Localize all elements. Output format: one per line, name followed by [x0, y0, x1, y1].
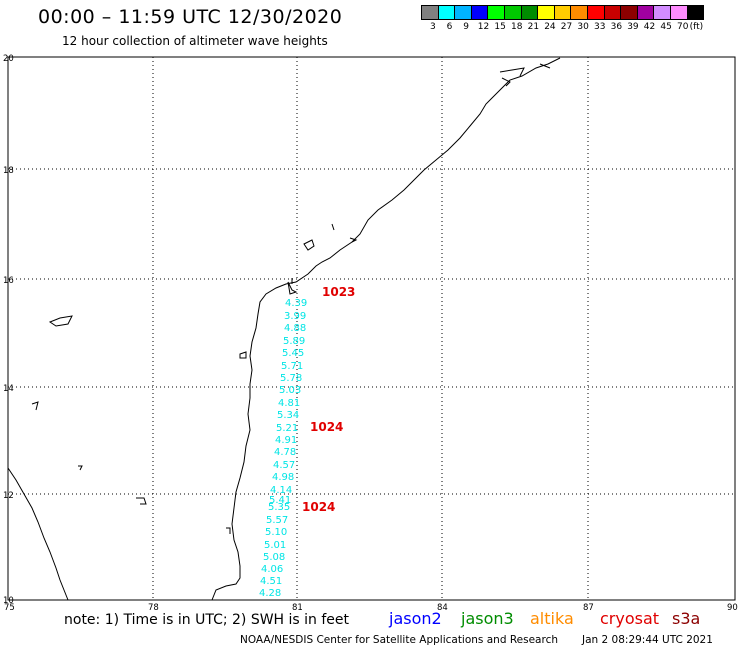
lat-label-10: 10 — [3, 596, 14, 606]
credit-line: NOAA/NESDIS Center for Satellite Applica… — [240, 634, 558, 646]
swh-value: 4.28 — [259, 588, 281, 599]
swh-value: 5.35 — [268, 502, 290, 513]
coastline-west-india — [7, 467, 69, 601]
lat-label-14: 14 — [3, 384, 14, 394]
coastline-east-india — [211, 57, 561, 601]
swh-value: 4.91 — [275, 435, 297, 446]
colorbar-label: 39 — [627, 22, 639, 32]
colorbar-label: 6 — [446, 22, 453, 32]
pulicat-point — [287, 278, 298, 295]
colorbar-label: 33 — [594, 22, 606, 32]
swh-track: 4.39 3.99 4.88 5.89 5.45 5.71 5.78 5.03 … — [259, 298, 307, 599]
swh-value: 4.57 — [273, 460, 295, 471]
colorbar-label: 70 — [677, 22, 689, 32]
swh-value: 5.01 — [264, 540, 286, 551]
swh-value: 4.51 — [260, 576, 282, 587]
colorbar-label: 3 — [430, 22, 436, 32]
colorbar-unit: (ft) — [689, 22, 704, 32]
pressure-label-1024-a: 1024 — [310, 420, 343, 434]
colorbar-label: 15 — [494, 22, 506, 32]
swh-value: 4.98 — [272, 472, 294, 483]
lon-label-87: 87 — [583, 603, 594, 613]
lon-label-81: 81 — [292, 603, 303, 613]
swh-value: 5.89 — [283, 336, 305, 347]
swh-value: 3.99 — [284, 311, 306, 322]
swh-value: 4.78 — [274, 447, 296, 458]
legend-altika: altika — [530, 609, 574, 628]
lat-label-16: 16 — [3, 276, 14, 286]
swh-value: 5.34 — [277, 410, 299, 421]
pressure-label-1024-b: 1024 — [302, 500, 335, 514]
lake-west-3 — [78, 465, 83, 471]
swh-value: 5.21 — [276, 423, 298, 434]
footer-note: note: 1) Time is in UTC; 2) SWH is in fe… — [64, 612, 350, 628]
swh-value: 5.57 — [266, 515, 288, 526]
credit-timestamp: Jan 2 08:29:44 UTC 2021 — [582, 634, 713, 646]
legend-s3a: s3a — [672, 609, 701, 628]
colorbar-label: 42 — [643, 22, 656, 32]
colorbar-swatch — [686, 5, 705, 20]
swh-value: 5.41 — [269, 495, 291, 506]
colorbar-label: 36 — [610, 22, 623, 32]
swh-value: 5.71 — [281, 361, 303, 372]
colorbar-label: 18 — [511, 22, 523, 32]
swh-value: 4.39 — [285, 298, 307, 309]
colorbar-label: 24 — [544, 22, 556, 32]
swh-value: 5.10 — [265, 527, 287, 538]
pressure-label-1023: 1023 — [322, 285, 355, 299]
swh-value: 5.45 — [282, 348, 304, 359]
legend-cryosat: cryosat — [600, 609, 660, 628]
swh-value: 5.78 — [280, 373, 302, 384]
swh-value: 4.14 — [270, 485, 292, 496]
island-small-2 — [226, 527, 231, 534]
lat-label-12: 12 — [3, 491, 14, 501]
coastline-delta-east — [499, 63, 551, 87]
swh-value: 5.08 — [263, 552, 285, 563]
colorbar-label: 9 — [463, 22, 469, 32]
island-small-1 — [239, 351, 247, 359]
colorbar-label: 27 — [560, 22, 573, 32]
lake-chilika — [331, 223, 358, 243]
swh-value: 4.06 — [261, 564, 283, 575]
map-frame — [7, 56, 736, 601]
wave-height-colorbar — [421, 5, 705, 20]
colorbar-label: 45 — [660, 22, 672, 32]
lake-west-2 — [31, 401, 147, 505]
lat-label-18: 18 — [3, 166, 14, 176]
map-subtitle: 12 hour collection of altimeter wave hei… — [62, 34, 328, 48]
lon-label-75: 75 — [4, 603, 15, 613]
colorbar-label: 12 — [477, 22, 490, 32]
lon-label-90: 90 — [727, 603, 738, 613]
swh-value: 4.81 — [278, 398, 300, 409]
swh-value: 5.03 — [279, 385, 301, 396]
graticule — [8, 57, 735, 600]
lat-label-20: 20 — [3, 54, 14, 64]
colorbar-label: 21 — [527, 22, 540, 32]
swh-value: 4.88 — [284, 323, 306, 334]
lon-label-84: 84 — [437, 603, 448, 613]
lake-west-1 — [48, 315, 73, 327]
lon-label-78: 78 — [148, 603, 159, 613]
legend-jason2: jason2 — [389, 609, 442, 628]
colorbar-label: 30 — [577, 22, 589, 32]
legend-jason3: jason3 — [461, 609, 514, 628]
map-title: 00:00 – 11:59 UTC 12/30/2020 — [38, 6, 343, 28]
lake-kolleru — [303, 239, 315, 251]
